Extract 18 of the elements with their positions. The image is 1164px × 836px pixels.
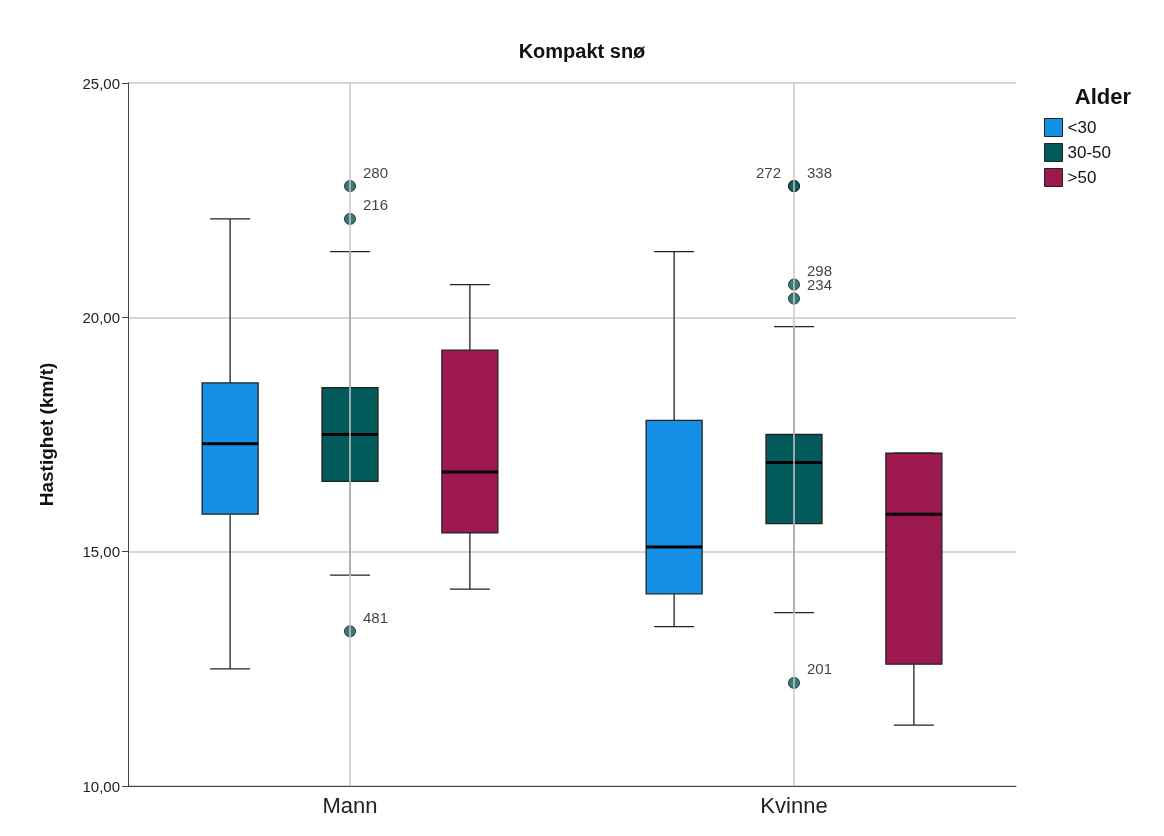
annotation: 338 [807,163,833,181]
x-tick-label: Mann [322,792,378,818]
annotation: 216 [363,196,389,214]
y-tick-label: 25,00 [82,74,120,92]
x-tick-label: Kvinne [760,792,828,818]
y-axis-title: Hastighet (km/t) [36,362,57,507]
annotation: 481 [363,608,389,626]
y-tick-label: 20,00 [82,308,120,326]
legend-label: >50 [1067,168,1097,187]
legend-label: <30 [1067,118,1097,137]
chart-title: Kompakt snø [518,40,647,62]
annotation: 201 [807,660,833,678]
legend-title: Alder [1074,83,1132,109]
annotation: 272 [755,163,781,181]
legend-label: 30-50 [1067,143,1111,162]
y-tick-label: 10,00 [82,777,120,795]
y-tick-label: 15,00 [82,543,120,561]
annotation: 280 [363,163,389,181]
